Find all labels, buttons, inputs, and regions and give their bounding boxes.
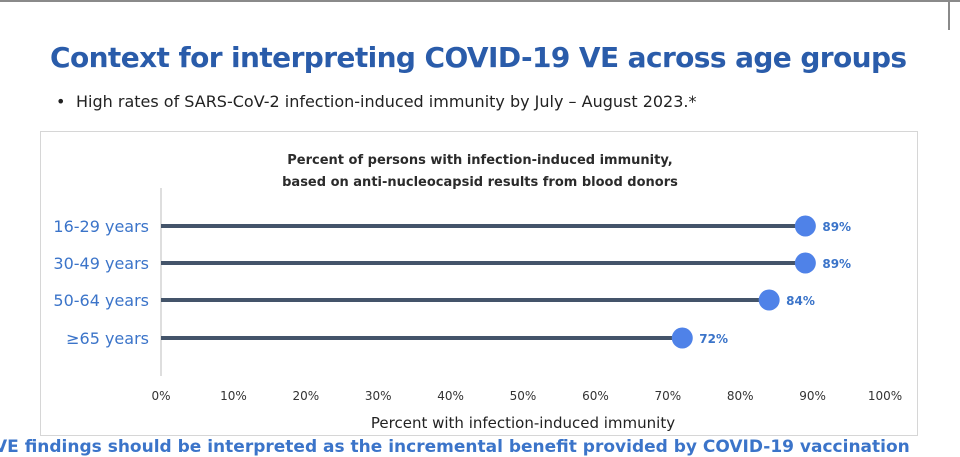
x-tick-label: 50% xyxy=(510,389,537,403)
x-tick-label: 90% xyxy=(799,389,826,403)
chart-marks: 16-29 years 89% 30-49 years 89% 50-64 years 8… xyxy=(53,215,851,349)
x-tick-label: 20% xyxy=(292,389,319,403)
category-label: ≥65 years xyxy=(66,329,149,348)
data-point-marker xyxy=(794,252,816,274)
chart-title: Percent of persons with infection-induce… xyxy=(282,153,678,190)
x-axis-title: Percent with infection-induced immunity xyxy=(371,414,675,432)
x-tick-label: 70% xyxy=(654,389,681,403)
category-label: 16-29 years xyxy=(53,217,149,236)
x-tick-label: 80% xyxy=(727,389,754,403)
bullet-dot: • xyxy=(56,92,66,111)
x-tick-label: 60% xyxy=(582,389,609,403)
x-tick-label: 100% xyxy=(868,389,902,403)
value-label: 89% xyxy=(822,257,851,271)
window-edge xyxy=(948,0,950,30)
x-tick-label: 40% xyxy=(437,389,464,403)
bullet-text: High rates of SARS-CoV-2 infection-induc… xyxy=(76,92,697,111)
bullet-point: • High rates of SARS-CoV-2 infection-indu… xyxy=(56,92,697,111)
category-label: 30-49 years xyxy=(53,254,149,273)
x-tick-label: 30% xyxy=(365,389,392,403)
chart-title-line-1: Percent of persons with infection-induce… xyxy=(287,153,672,168)
bottom-cutoff-text: VE findings should be interpreted as the… xyxy=(0,437,910,457)
x-axis-ticks: 0% 10% 20% 30% 40% 50% 60% 70% 80% 90% 100% xyxy=(151,389,902,403)
value-label: 84% xyxy=(786,294,815,308)
chart-title-line-2: based on anti-nucleocapsid results from … xyxy=(282,175,678,190)
category-label: 50-64 years xyxy=(53,291,149,310)
data-point-marker xyxy=(794,215,816,237)
data-point-marker xyxy=(758,289,780,311)
chart-panel xyxy=(40,131,918,436)
value-label: 72% xyxy=(699,332,728,346)
value-label: 89% xyxy=(822,220,851,234)
slide-title: Context for interpreting COVID-19 VE acr… xyxy=(50,41,907,74)
data-point-marker xyxy=(671,327,693,349)
top-rule xyxy=(0,0,960,2)
x-tick-label: 10% xyxy=(220,389,247,403)
x-tick-label: 0% xyxy=(151,389,170,403)
